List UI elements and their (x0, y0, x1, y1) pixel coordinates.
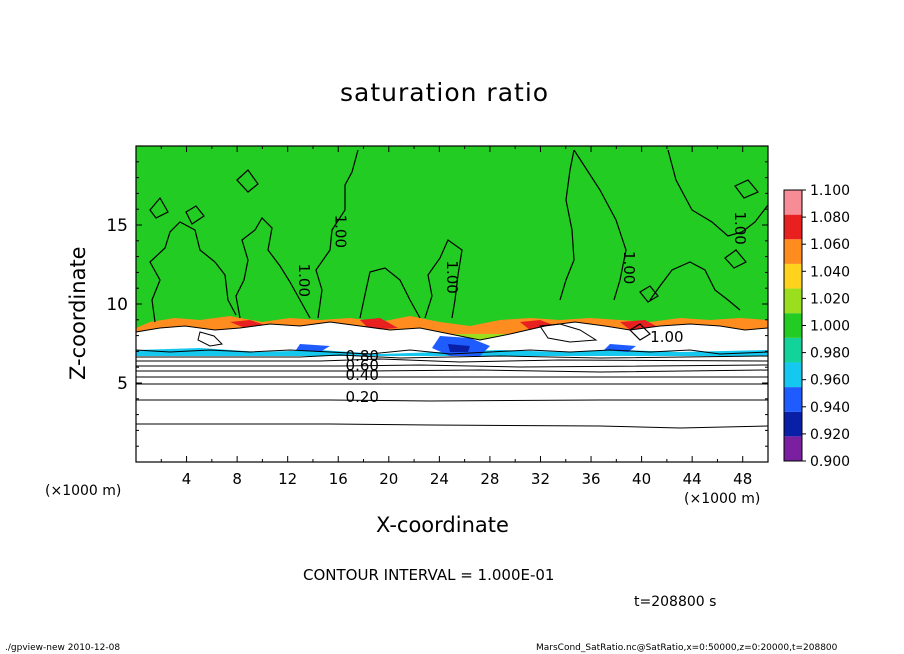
x-tick-label: 8 (232, 470, 242, 488)
x-tick-label: 4 (182, 470, 192, 488)
contour-label: 1.00 (295, 264, 313, 297)
saturated-region (136, 146, 768, 338)
contour-label: 1.00 (332, 215, 350, 248)
colorbar-label: 1.060 (810, 237, 850, 253)
contour-label: 0.20 (346, 388, 379, 406)
colorbar-label: 1.100 (810, 183, 850, 199)
contour-labels: 1.00 1.00 1.00 1.00 1.00 1.00 0.800.600.40 0.20 (295, 211, 749, 406)
colorbar-label: 0.940 (810, 400, 850, 416)
x-unit-label-left: (×1000 m) (45, 483, 122, 499)
y-tick-label: 10 (106, 295, 128, 315)
colorbar-swatch (784, 214, 802, 240)
contour-lines-lower (136, 354, 769, 429)
contour-label: 1.00 (731, 211, 749, 244)
time-stamp: t=208800 s (634, 594, 717, 610)
y-tick-label: 5 (117, 374, 128, 394)
colorbar-swatch (784, 436, 802, 461)
contour-lines-cloud (135, 321, 769, 355)
x-tick-label: 20 (379, 470, 398, 488)
contour-label: 1.00 (443, 260, 461, 293)
x-tick-label: 48 (733, 470, 752, 488)
chart-title: saturation ratio (340, 78, 550, 107)
colorbar-label: 1.040 (810, 264, 850, 280)
x-tick-label: 28 (480, 470, 499, 488)
footer-right: MarsCond_SatRatio.nc@SatRatio,x=0:50000,… (536, 643, 838, 653)
contour-label: 0.60 (346, 356, 379, 374)
contour-interval-text: CONTOUR INTERVAL = 1.000E-01 (303, 566, 555, 584)
colorbar-label: 1.080 (810, 210, 850, 226)
colorbar-swatch (784, 362, 802, 388)
x-tick-label: 32 (531, 470, 550, 488)
x-tick-label: 16 (329, 470, 348, 488)
footer-left: ./gpview-new 2010-12-08 (5, 643, 121, 653)
colorbar-swatch (784, 387, 802, 412)
dry-region (136, 356, 768, 462)
contour-label: 1.00 (650, 328, 683, 346)
y-tick-label: 15 (106, 216, 128, 236)
contour-lines-upper (149, 149, 769, 341)
colorbar-label: 0.900 (810, 454, 850, 470)
colorbar: 1.100 1.080 1.060 1.040 1.020 1.000 0.980 0.960… (783, 183, 850, 470)
colorbar-swatch (784, 313, 802, 338)
x-tick-label: 12 (278, 470, 297, 488)
colorbar-swatch (784, 411, 802, 437)
x-tick-label: 44 (683, 470, 702, 488)
contour-label: 0.80 (346, 347, 379, 365)
y-axis-ticks: 5 10 15 (106, 161, 768, 447)
colorbar-swatch (784, 190, 802, 215)
x-tick-label: 36 (581, 470, 600, 488)
x-unit-label-right: (×1000 m) (684, 491, 761, 507)
y-axis-label: Z-coordinate (66, 246, 90, 380)
colorbar-label: 1.020 (810, 291, 850, 307)
colorbar-label: 1.000 (810, 319, 850, 335)
contour-label: 0.40 (346, 366, 379, 384)
contour-label: 1.00 (620, 251, 638, 284)
colorbar-label: 0.920 (810, 427, 850, 443)
x-tick-label: 40 (632, 470, 651, 488)
colorbar-label: 0.960 (810, 373, 850, 389)
colorbar-label: 0.980 (810, 346, 850, 362)
x-axis-ticks: 4 8 12 16 20 24 28 32 36 40 44 48 (160, 146, 752, 488)
subsaturated-band-navy (448, 344, 470, 352)
colorbar-swatch (784, 263, 802, 289)
x-tick-label: 24 (430, 470, 449, 488)
colorbar-swatch (784, 337, 802, 363)
colorbar-swatch (784, 288, 802, 314)
colorbar-swatch (784, 239, 802, 264)
x-axis-label: X-coordinate (376, 513, 509, 537)
